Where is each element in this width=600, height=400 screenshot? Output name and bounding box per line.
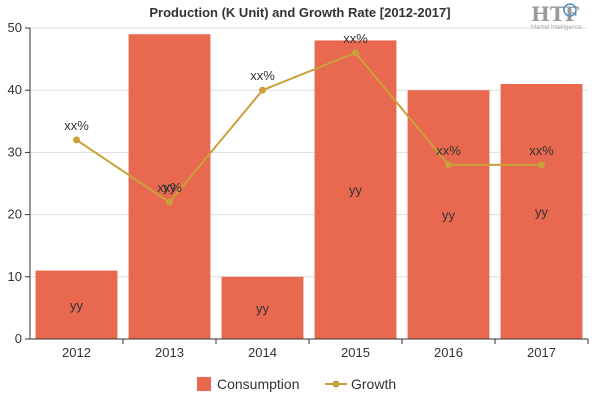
logo: HTF Market Intelligence xyxy=(531,2,582,31)
y-tick-label: 30 xyxy=(8,144,22,159)
growth-data-label: xx% xyxy=(64,118,89,133)
bar-data-label: yy xyxy=(256,301,270,316)
bar-data-label: yy xyxy=(163,180,177,195)
legend-label-consumption: Consumption xyxy=(217,376,300,392)
growth-data-label: xx% xyxy=(250,68,275,83)
y-tick-label: 50 xyxy=(8,20,22,35)
bar-consumption xyxy=(314,40,397,339)
bar-consumption xyxy=(128,34,211,339)
y-tick-label: 40 xyxy=(8,82,22,97)
bar-consumption xyxy=(35,270,118,339)
growth-data-label: xx% xyxy=(343,31,368,46)
growth-data-label: xx% xyxy=(436,143,461,158)
growth-point xyxy=(73,136,80,144)
growth-data-label: xx% xyxy=(157,180,182,195)
x-tick-label: 2014 xyxy=(248,345,277,360)
x-tick-label: 2015 xyxy=(341,345,370,360)
x-tick-label: 2016 xyxy=(434,345,463,360)
bar-data-label: yy xyxy=(349,183,363,198)
growth-point xyxy=(538,161,545,169)
x-tick-label: 2012 xyxy=(62,345,91,360)
axes: 0 10 20 30 40 50 2012 2013 2014 2015 2016 2017 xyxy=(8,20,589,360)
legend-swatch-consumption xyxy=(197,377,211,391)
logo-globe-icon xyxy=(563,3,577,17)
bar-consumption xyxy=(221,276,304,339)
growth-line xyxy=(73,49,545,206)
legend-label-growth: Growth xyxy=(351,376,396,392)
bars xyxy=(35,34,583,339)
logo-mark: HTF xyxy=(531,2,579,26)
bar-consumption xyxy=(500,83,583,339)
y-tick-label: 10 xyxy=(8,269,22,284)
bar-data-label: yy xyxy=(70,298,84,313)
growth-series-line xyxy=(75,51,542,204)
growth-point xyxy=(259,86,266,94)
bar-data-label: yy xyxy=(535,204,549,219)
legend-marker-growth xyxy=(332,380,340,388)
growth-point xyxy=(445,161,452,169)
x-tick-label: 2013 xyxy=(155,345,184,360)
y-tick-label: 0 xyxy=(15,331,22,346)
growth-point xyxy=(166,198,173,206)
y-tick-label: 20 xyxy=(8,207,22,222)
chart-title: Production (K Unit) and Growth Rate [201… xyxy=(149,5,450,20)
x-tick-label: 2017 xyxy=(527,345,556,360)
bar-data-label: yy xyxy=(442,208,456,223)
growth-data-label: xx% xyxy=(529,143,554,158)
growth-point xyxy=(352,49,359,57)
legend: Consumption Growth xyxy=(197,376,396,392)
